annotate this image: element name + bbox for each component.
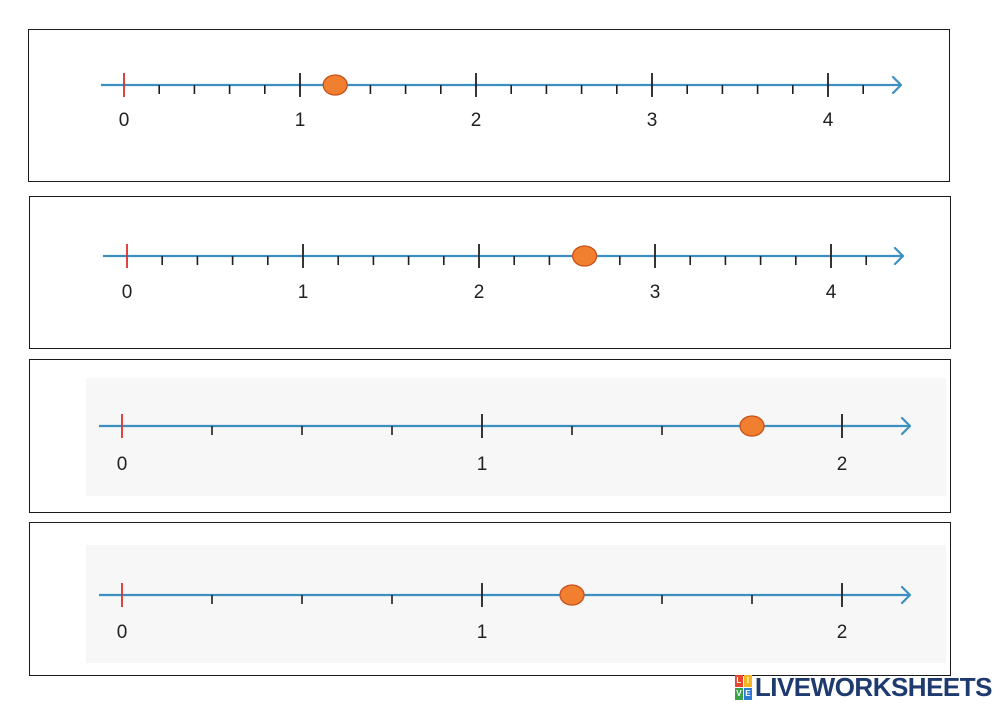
tick-label: 1: [295, 110, 306, 131]
liveworksheets-brand: L I V E LIVEWORKSHEETS: [734, 671, 993, 702]
tick-label: 1: [477, 454, 488, 475]
number-line-panel-1: 0 1 2 3 4: [28, 29, 950, 182]
arrow-head-icon: [900, 416, 912, 436]
logo-letter: I: [743, 674, 752, 687]
number-line-1: 0 1 2 3 4: [101, 73, 903, 131]
arrow-head-icon: [891, 75, 903, 95]
number-line-panel-3: 0 1 2: [29, 359, 951, 513]
tick-label: 0: [117, 622, 128, 643]
tick-label: 1: [477, 622, 488, 643]
number-line-2: 0 1 2 3 4: [103, 244, 905, 303]
tick-label: 4: [826, 282, 837, 303]
tick-label: 1: [298, 282, 309, 303]
number-line-background: [86, 545, 946, 663]
tick-label: 2: [837, 454, 848, 475]
number-line-panel-4: 0 1 2: [29, 522, 951, 676]
tick-label: 4: [823, 110, 834, 131]
number-line-4: 0 1 2: [86, 545, 946, 663]
logo-letter: V: [734, 687, 743, 700]
liveworksheets-wordmark: LIVEWORKSHEETS: [754, 671, 993, 702]
number-line-background: [86, 378, 946, 496]
marked-point-dot: [322, 74, 348, 96]
marked-point-dot: [739, 415, 765, 437]
liveworksheets-logo-icon: L I V E: [734, 674, 752, 700]
marked-point-dot: [559, 584, 585, 606]
tick-label: 0: [117, 454, 128, 475]
tick-label: 2: [471, 110, 482, 131]
tick-label: 2: [837, 622, 848, 643]
tick-label: 2: [474, 282, 485, 303]
tick-label: 3: [650, 282, 661, 303]
tick-label: 3: [647, 110, 658, 131]
tick-label: 0: [119, 110, 130, 131]
marked-point-dot: [571, 245, 598, 267]
arrow-head-icon: [900, 585, 912, 605]
tick-label: 0: [122, 282, 133, 303]
logo-letter: L: [734, 674, 743, 687]
logo-letter: E: [743, 687, 752, 700]
number-line-3: 0 1 2: [86, 378, 946, 496]
number-line-panel-2: 0 1 2 3 4: [29, 196, 951, 349]
arrow-head-icon: [893, 246, 905, 266]
